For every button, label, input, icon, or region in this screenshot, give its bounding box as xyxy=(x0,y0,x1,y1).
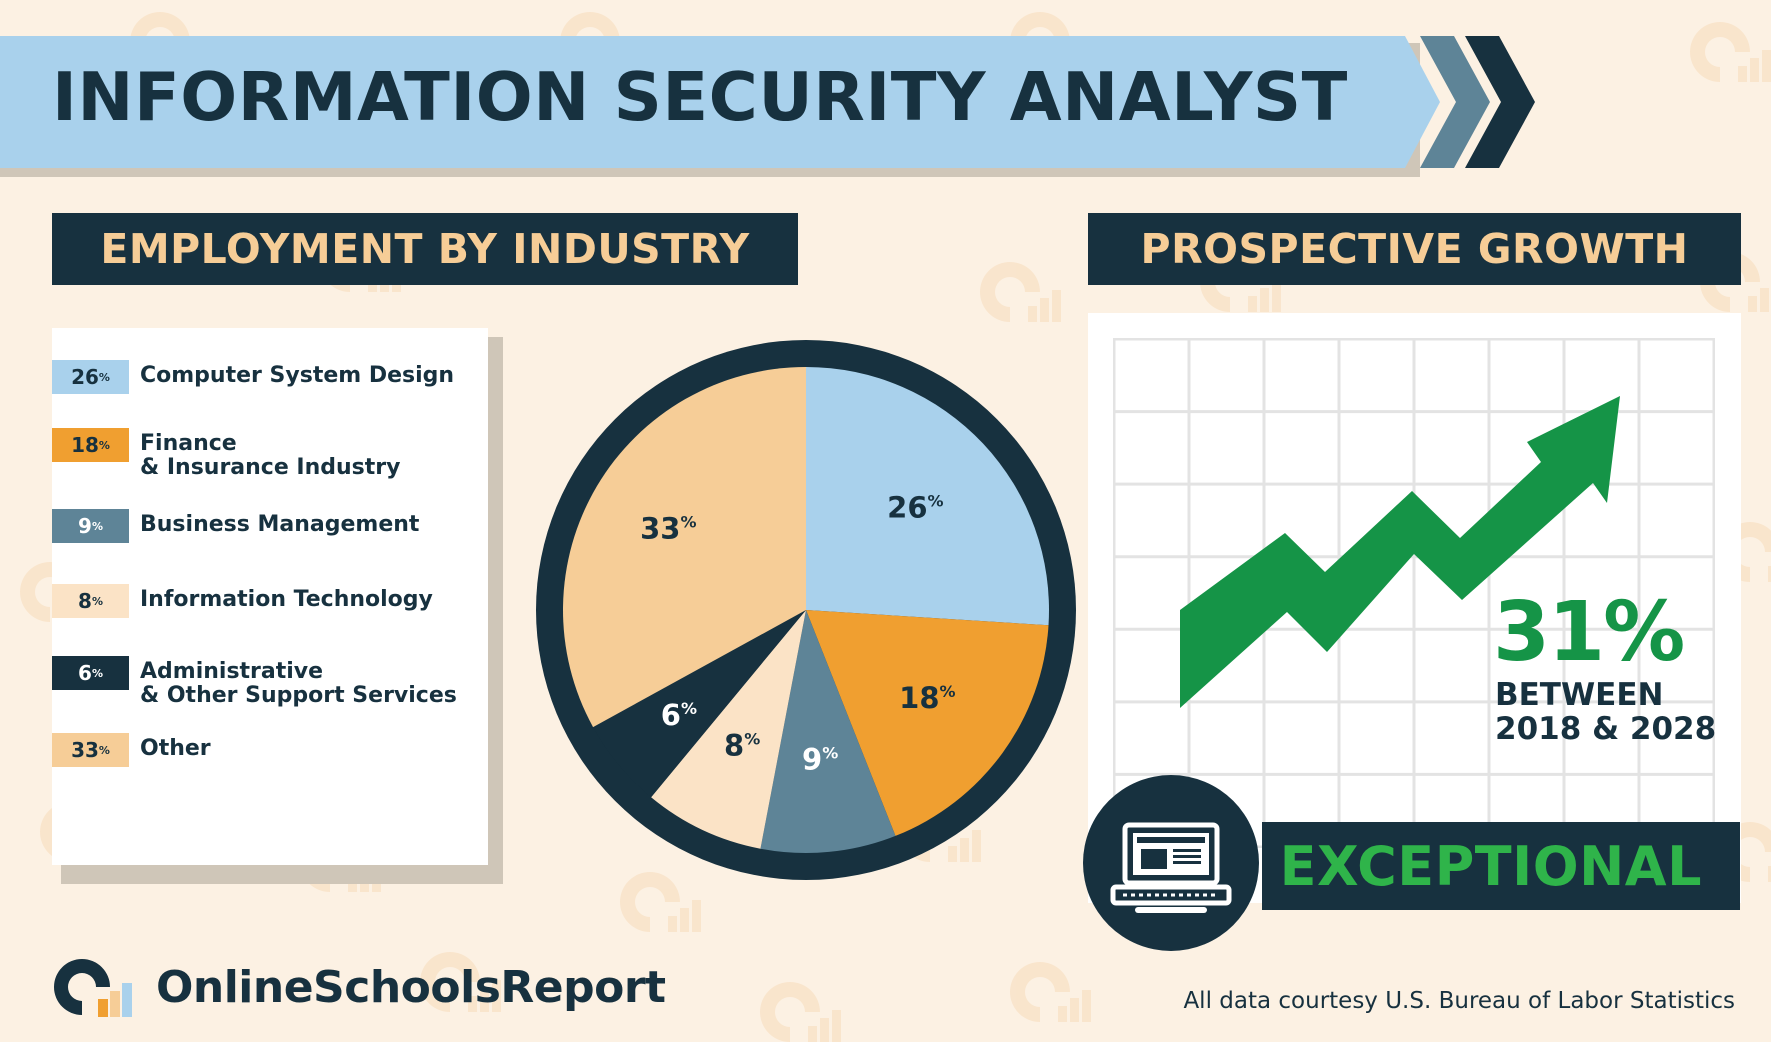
online-schools-report-logo-icon xyxy=(54,959,132,1017)
pie-slice xyxy=(563,367,806,728)
trend-arrow-icon xyxy=(1180,396,1620,708)
pie-data-label: 33% xyxy=(640,512,696,546)
legend-value: 8 xyxy=(78,589,92,613)
brand: OnlineSchoolsReport xyxy=(52,955,666,1019)
page-title: INFORMATION SECURITY ANALYST xyxy=(52,58,1348,136)
outlook-badge: EXCEPTIONAL xyxy=(1262,822,1740,910)
legend-value: 26 xyxy=(71,365,99,389)
legend-value: 33 xyxy=(71,738,99,762)
legend-percent-sign: % xyxy=(98,438,110,452)
outlook-label: EXCEPTIONAL xyxy=(1279,834,1702,898)
growth-period-line2: 2018 & 2028 xyxy=(1495,711,1717,747)
legend-swatch: 18% xyxy=(52,428,129,462)
legend-label: Finance & Insurance Industry xyxy=(140,431,401,480)
pie-data-value: 8 xyxy=(724,729,744,763)
pie-percent-sign: % xyxy=(681,699,697,718)
pie-percent-sign: % xyxy=(940,682,956,701)
pie-slice xyxy=(760,610,896,853)
legend-swatch: 8% xyxy=(52,584,129,618)
legend-label: Administrative & Other Support Services xyxy=(140,659,457,708)
legend-value: 18 xyxy=(71,433,99,457)
legend: 26% Computer System Design 18% Finance & In… xyxy=(52,328,488,865)
laptop-badge xyxy=(1083,775,1259,951)
growth-header-text: PROSPECTIVE GROWTH xyxy=(1140,225,1689,273)
legend-label: Information Technology xyxy=(140,587,433,612)
legend-swatch: 9% xyxy=(52,509,129,543)
pie-data-label: 18% xyxy=(899,681,955,715)
pie-percent-sign: % xyxy=(822,743,838,762)
growth-period: BETWEEN 2018 & 2028 xyxy=(1495,678,1716,746)
legend-percent-sign: % xyxy=(91,594,103,608)
legend-percent-sign: % xyxy=(98,370,110,384)
pie-data-value: 33 xyxy=(640,512,680,546)
data-credit: All data courtesy U.S. Bureau of Labor S… xyxy=(1183,988,1735,1014)
growth-header: PROSPECTIVE GROWTH xyxy=(1088,213,1741,285)
pie-percent-sign: % xyxy=(928,491,944,510)
chevron-right-icon xyxy=(1420,36,1490,168)
employment-header: EMPLOYMENT BY INDUSTRY xyxy=(52,213,798,285)
growth-period-line1: BETWEEN xyxy=(1495,677,1664,713)
pie-slice xyxy=(806,367,1049,626)
background-logo-mark xyxy=(1010,962,1091,1022)
legend-percent-sign: % xyxy=(91,519,103,533)
laptop-icon xyxy=(1110,822,1232,913)
pie-data-label: 8% xyxy=(724,729,760,763)
pie-data-label: 26% xyxy=(887,490,943,524)
pie-data-label: 9% xyxy=(802,742,838,776)
pie-percent-sign: % xyxy=(744,730,760,749)
growth-arrow xyxy=(1180,396,1620,708)
legend-label: Other xyxy=(140,736,211,761)
legend-percent-sign: % xyxy=(91,666,103,680)
pie-data-value: 9 xyxy=(802,742,822,776)
pie-percent-sign: % xyxy=(680,513,696,532)
background-logo-mark xyxy=(980,262,1061,322)
pie-data-value: 26 xyxy=(887,490,927,524)
pie-data-value: 6 xyxy=(661,698,681,732)
title-banner xyxy=(0,36,1440,168)
pie-chart: 26%18%9%8%6%33% xyxy=(536,340,1076,880)
growth-percent: 31% xyxy=(1493,585,1685,680)
pie-slice xyxy=(806,610,1049,836)
pie-slice xyxy=(593,610,806,798)
legend-percent-sign: % xyxy=(98,743,110,757)
legend-swatch: 6% xyxy=(52,656,129,690)
legend-swatch: 33% xyxy=(52,733,129,767)
brand-name: OnlineSchoolsReport xyxy=(156,961,666,1013)
legend-label: Computer System Design xyxy=(140,363,455,388)
pie-data-value: 18 xyxy=(899,681,939,715)
background-logo-mark xyxy=(760,982,841,1042)
background-logo-mark xyxy=(1690,22,1771,82)
legend-value: 9 xyxy=(78,514,92,538)
legend-swatch: 26% xyxy=(52,360,129,394)
legend-value: 6 xyxy=(78,661,92,685)
employment-header-text: EMPLOYMENT BY INDUSTRY xyxy=(100,225,750,273)
pie-slice xyxy=(651,610,806,849)
chevron-right-icon xyxy=(1465,36,1535,168)
legend-label: Business Management xyxy=(140,512,420,537)
pie-data-label: 6% xyxy=(661,698,697,732)
